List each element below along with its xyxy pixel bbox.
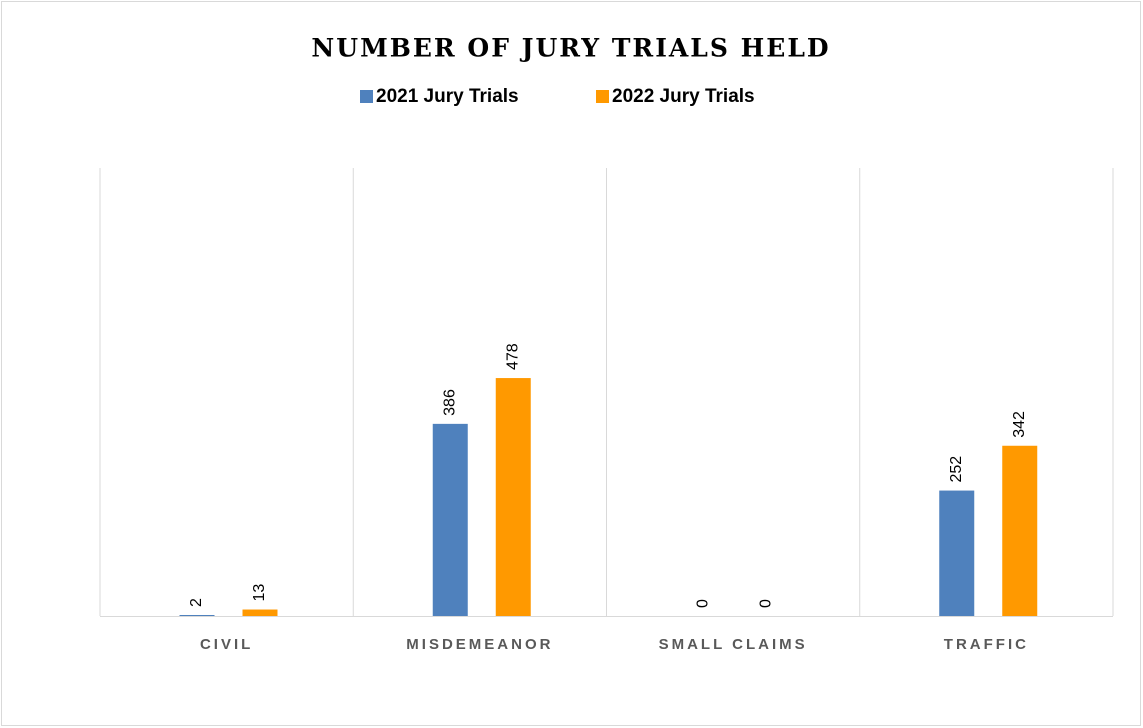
bar bbox=[1002, 445, 1038, 616]
bar bbox=[242, 609, 278, 616]
chart-title: NUMBER OF JURY TRIALS HELD bbox=[311, 34, 830, 63]
bar bbox=[432, 423, 468, 616]
bar bbox=[179, 615, 215, 616]
data-label: 0 bbox=[758, 599, 775, 608]
legend: 2021 Jury Trials 2022 Jury Trials bbox=[360, 86, 755, 107]
legend-swatch bbox=[360, 90, 373, 103]
plot-area: CIVIL 2 13 MISDEMEANOR 386 478 SMALL CLAIMS 0 0 T… bbox=[99, 168, 1114, 653]
x-tick-label: MISDEMEANOR bbox=[406, 636, 553, 653]
legend-swatch bbox=[596, 90, 609, 103]
x-tick-label: CIVIL bbox=[200, 636, 253, 653]
legend-label: 2022 Jury Trials bbox=[612, 86, 755, 107]
bar bbox=[495, 378, 531, 616]
bar bbox=[939, 490, 975, 616]
data-label: 0 bbox=[695, 599, 712, 608]
x-tick-label: SMALL CLAIMS bbox=[659, 636, 808, 653]
data-label: 252 bbox=[948, 456, 965, 483]
data-label: 386 bbox=[441, 389, 458, 416]
x-tick-label: TRAFFIC bbox=[944, 636, 1029, 653]
data-label: 13 bbox=[251, 584, 268, 602]
legend-label: 2021 Jury Trials bbox=[376, 86, 519, 107]
data-label: 342 bbox=[1011, 411, 1028, 438]
data-label: 478 bbox=[504, 343, 521, 370]
data-label: 2 bbox=[188, 598, 205, 607]
